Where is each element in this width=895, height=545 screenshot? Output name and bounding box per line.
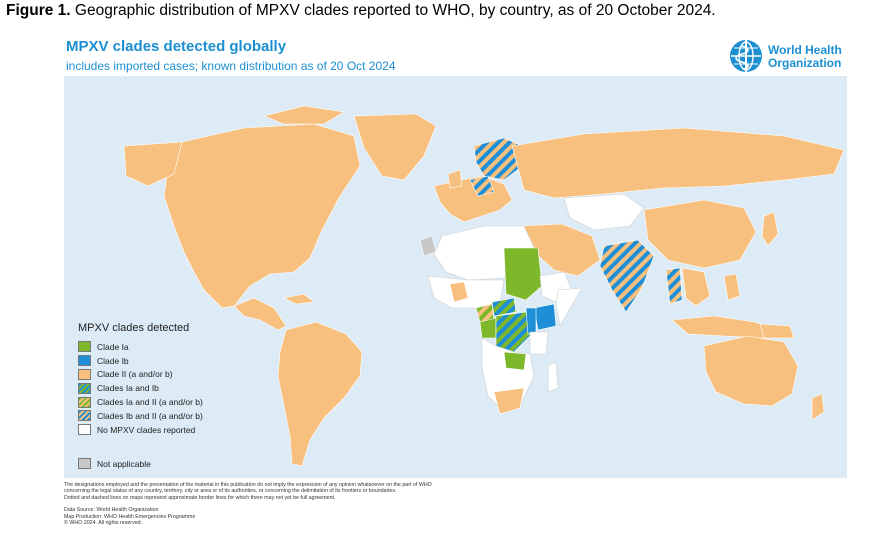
who-wordmark: World Health Organization: [768, 44, 842, 70]
map-subtitle: includes imported cases; known distribut…: [66, 59, 396, 73]
legend-title: MPXV clades detected: [78, 322, 190, 334]
legend-swatch: [78, 341, 91, 353]
figure-label: Figure 1.: [6, 2, 71, 19]
drc: [495, 311, 531, 353]
china: [643, 199, 757, 269]
world-map-svg: [123, 105, 845, 467]
western-sahara-na: [419, 235, 437, 257]
legend-swatch: [78, 355, 91, 367]
southeast-asia: [681, 267, 711, 307]
legend-label: Clades Ia and II (a and/or b): [97, 397, 203, 408]
figure-caption-text: Geographic distribution of MPXV clades r…: [70, 2, 716, 19]
who-logo: World Health Organization: [728, 38, 848, 78]
disclaimer-line-2: concerning the legal status of any count…: [64, 488, 397, 495]
legend-item: Clades Ia and II (a and/or b): [78, 395, 268, 409]
japan: [761, 211, 779, 247]
map-footer: The designations employed and the presen…: [64, 482, 847, 526]
uganda-rwanda-burundi: [525, 307, 537, 335]
arctic-islands: [263, 105, 345, 125]
kenya: [533, 303, 557, 331]
legend-swatch: [78, 410, 91, 422]
disclaimer-line-1: The designations employed and the presen…: [64, 482, 432, 488]
madagascar: [547, 361, 559, 393]
central-asia: [563, 193, 645, 231]
legend-swatch: [78, 368, 91, 380]
disclaimer-line-3: Dotted and dashed lines on maps represen…: [64, 494, 336, 501]
figure-caption: Figure 1. Geographic distribution of MPX…: [6, 2, 716, 20]
map-title: MPXV clades detected globally: [66, 38, 287, 55]
south-america: [277, 321, 363, 467]
map-panel: MPXV clades detected globally includes i…: [64, 30, 849, 540]
legend-label: Clades Ia and Ib: [97, 383, 159, 394]
north-america: [163, 123, 361, 309]
greenland: [353, 113, 437, 181]
legend-label: No MPXV clades reported: [97, 424, 196, 435]
india: [599, 239, 655, 313]
legend-items: Clade Ia Clade Ib Clade II (a and/or b) Cla…: [78, 340, 268, 437]
legend-not-applicable: Not applicable: [78, 458, 151, 469]
legend: MPXV clades detected Clade Ia Clade Ib Cla…: [78, 322, 268, 437]
legend-item: Clade Ia: [78, 340, 268, 354]
legend-item: Clades Ib and II (a and/or b): [78, 409, 268, 423]
scandinavia: [473, 137, 523, 181]
legend-swatch: [78, 382, 91, 394]
west-africa-clade-ii: [449, 281, 469, 303]
who-wordmark-line2: Organization: [768, 56, 842, 70]
germany-region: [469, 175, 495, 197]
legend-swatch: [78, 396, 91, 408]
car: [491, 297, 517, 317]
tanzania: [529, 331, 549, 355]
philippines: [723, 273, 741, 301]
legend-label: Clade Ia: [97, 341, 129, 352]
legend-label-not-applicable: Not applicable: [97, 458, 151, 469]
who-wordmark-line1: World Health: [768, 43, 842, 57]
legend-item: Clades Ia and Ib: [78, 381, 268, 395]
caribbean: [283, 293, 315, 305]
legend-item: No MPXV clades reported: [78, 423, 268, 437]
copyright: © WHO 2024. All rights reserved.: [64, 520, 143, 527]
zambia: [503, 351, 527, 371]
uk-ireland: [447, 169, 463, 189]
legend-label: Clade Ib: [97, 355, 129, 366]
legend-label: Clade II (a and/or b): [97, 369, 173, 380]
map-production: Map Production: WHO Health Emergencies P…: [64, 513, 196, 520]
alaska: [123, 141, 183, 187]
central-america: [233, 297, 287, 331]
legend-item: Clade Ib: [78, 354, 268, 368]
new-zealand: [811, 393, 825, 421]
russia: [511, 127, 845, 199]
papua: [759, 323, 795, 339]
somalia: [555, 287, 583, 327]
legend-swatch: [78, 424, 91, 436]
legend-label: Clades Ib and II (a and/or b): [97, 410, 203, 421]
data-source: Data Source: World Health Organization: [64, 507, 159, 514]
legend-item: Clade II (a and/or b): [78, 368, 268, 382]
south-africa: [493, 387, 525, 415]
legend-swatch-not-applicable: [78, 458, 91, 469]
thailand: [665, 267, 683, 305]
who-emblem-icon: [730, 40, 762, 72]
australia: [703, 335, 799, 407]
sudan: [503, 247, 543, 301]
world-map: MPXV clades detected Clade Ia Clade Ib Cla…: [64, 76, 847, 478]
